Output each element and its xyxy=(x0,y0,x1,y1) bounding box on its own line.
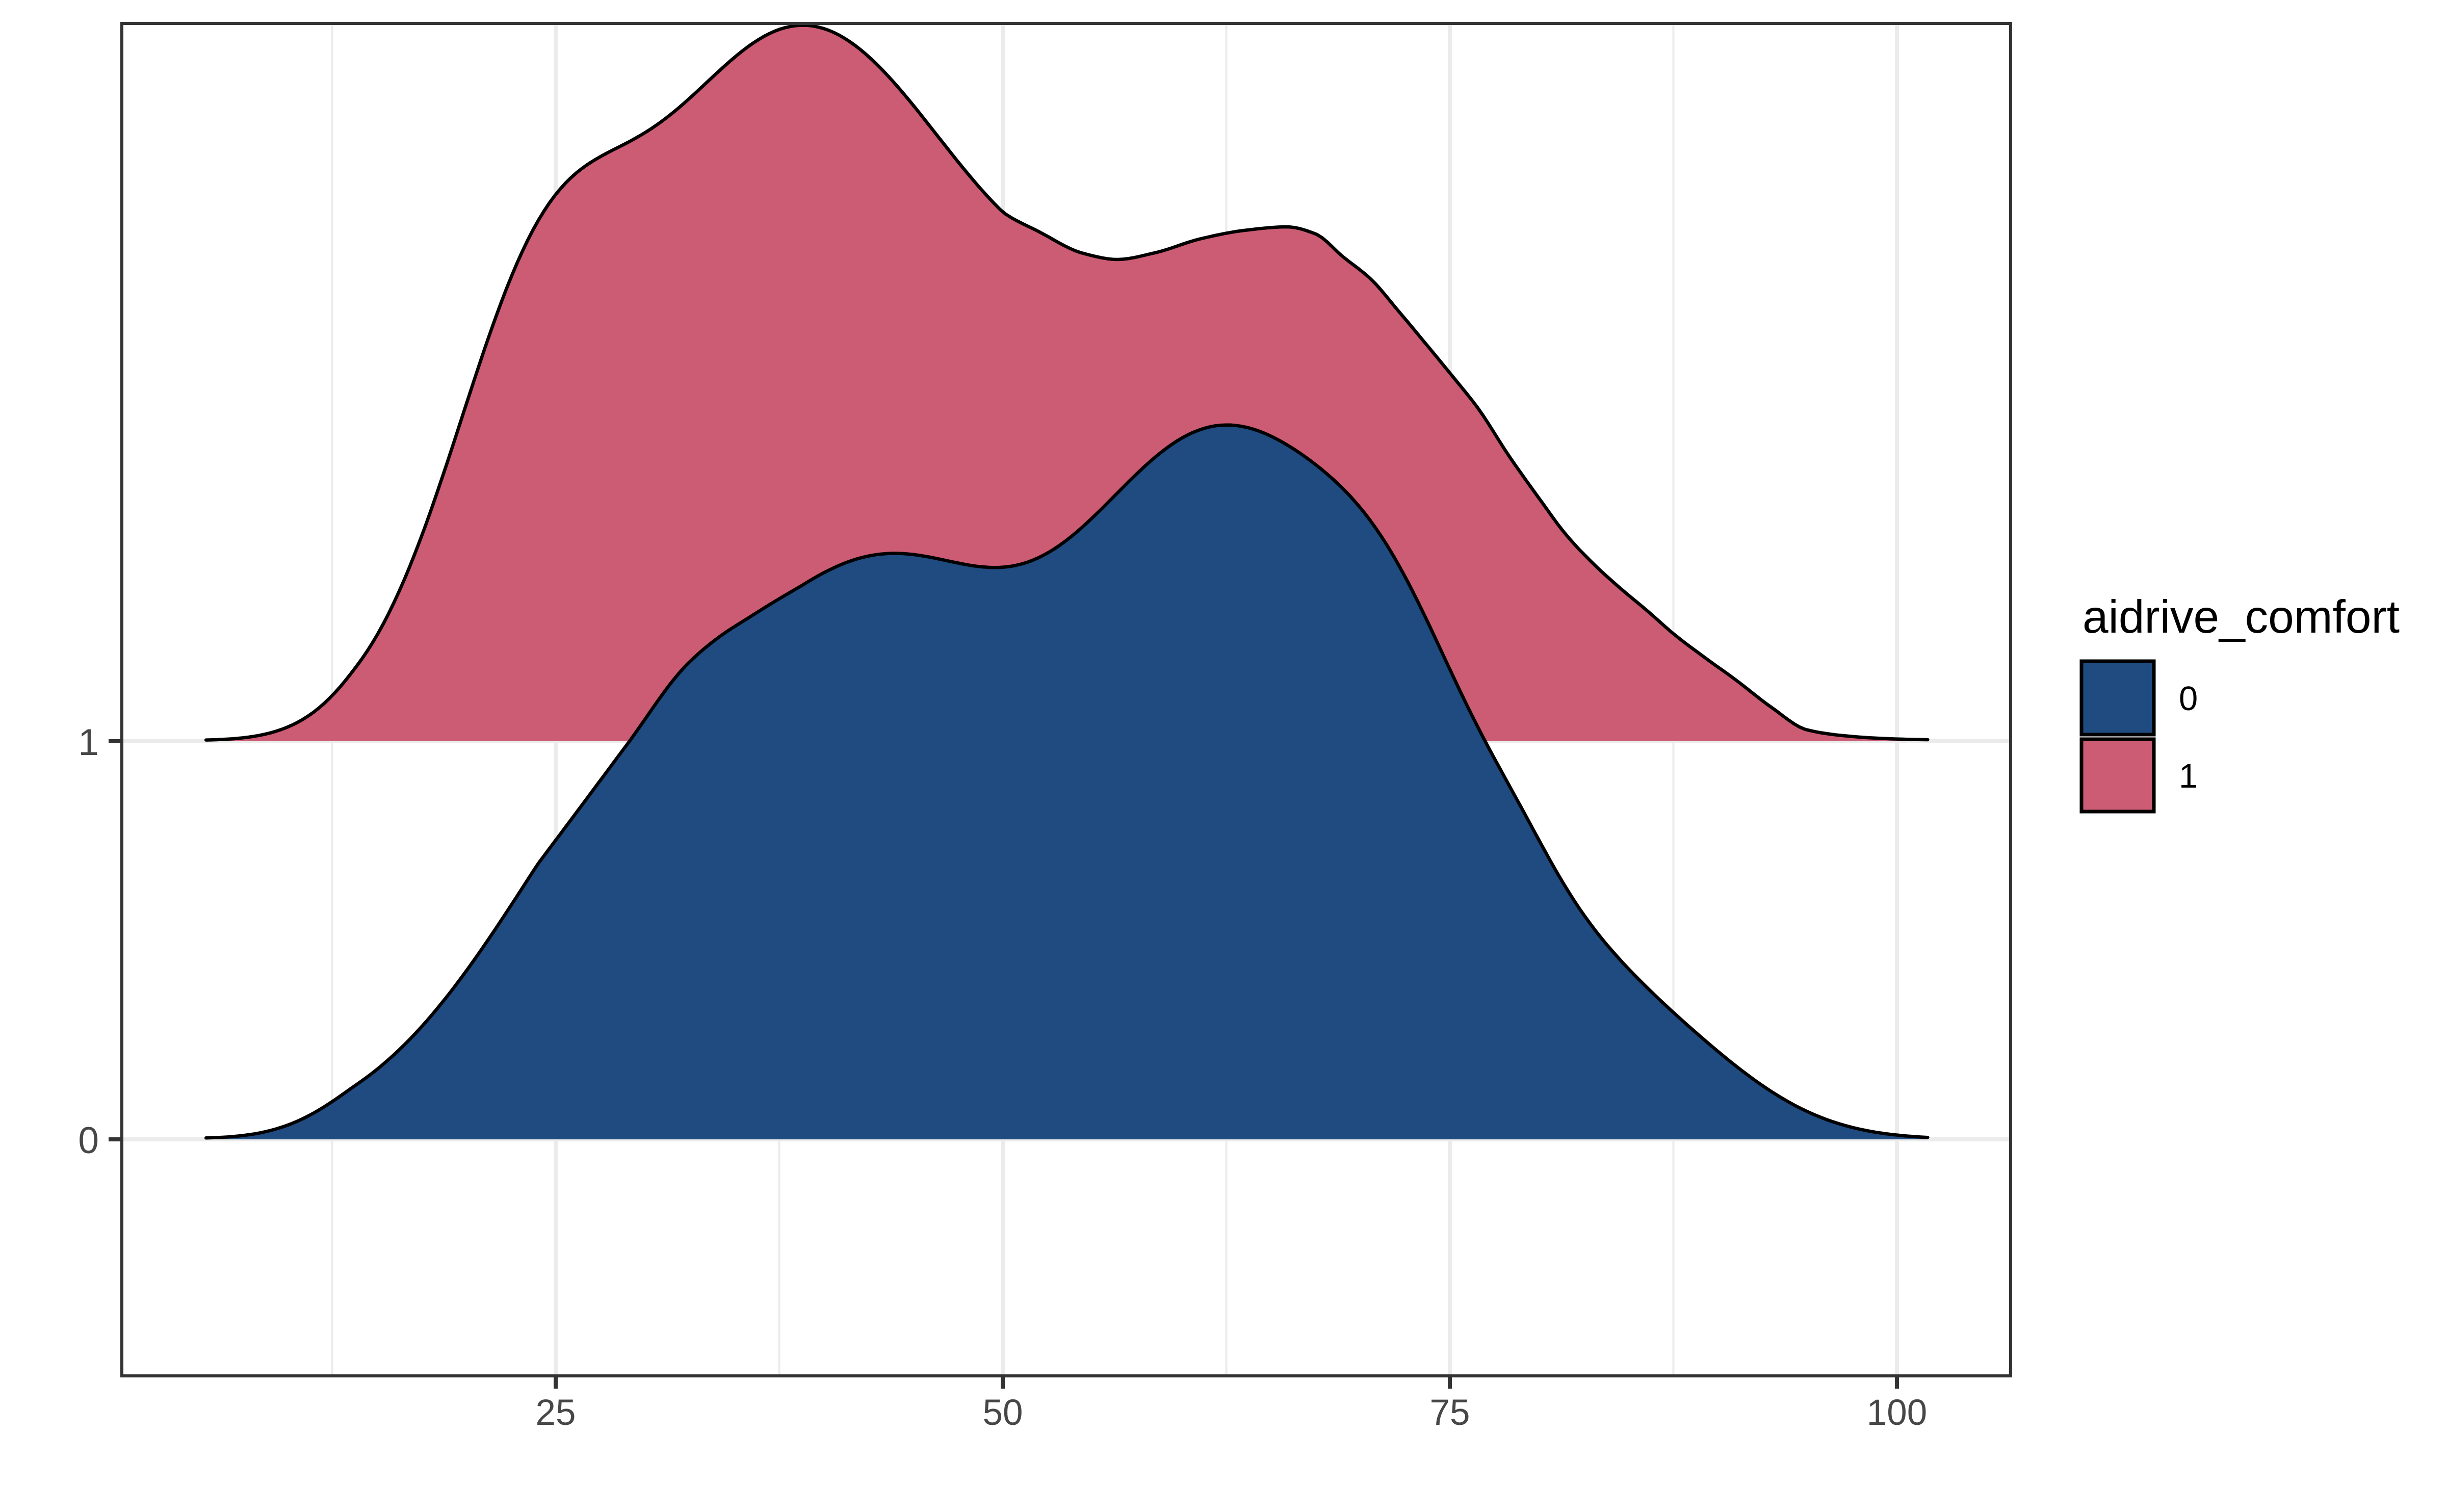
svg-text:1: 1 xyxy=(78,722,99,763)
svg-text:aidrive_comfort: aidrive_comfort xyxy=(2082,591,2400,643)
svg-text:0: 0 xyxy=(78,1120,99,1161)
svg-text:100: 100 xyxy=(1867,1393,1927,1433)
svg-text:25: 25 xyxy=(536,1393,576,1433)
svg-text:75: 75 xyxy=(1430,1393,1470,1433)
svg-text:50: 50 xyxy=(983,1393,1023,1433)
svg-text:0: 0 xyxy=(2179,680,2198,718)
svg-text:1: 1 xyxy=(2179,757,2198,795)
